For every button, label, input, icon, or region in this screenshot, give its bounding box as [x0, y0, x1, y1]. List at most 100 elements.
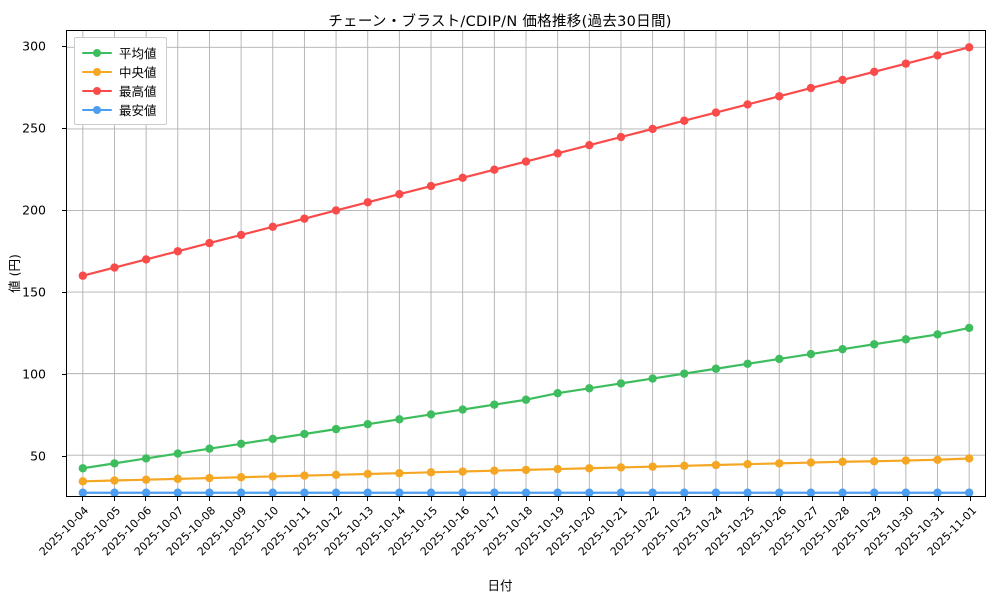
series-marker [711, 488, 721, 496]
series-marker [933, 455, 942, 464]
x-tick-mark [684, 497, 686, 501]
series-marker [743, 100, 752, 109]
series-marker [395, 189, 404, 199]
series-marker [806, 83, 816, 93]
x-tick-mark [430, 497, 432, 501]
series-marker [458, 173, 467, 183]
series-marker [458, 405, 467, 414]
x-tick-mark [81, 497, 83, 501]
series-marker [395, 468, 404, 478]
series-marker [141, 255, 151, 264]
series-marker [141, 475, 151, 484]
series-marker [743, 460, 752, 469]
series-marker [648, 124, 657, 134]
y-tick-label: 250 [22, 120, 46, 136]
series-marker [870, 340, 879, 349]
series-marker [268, 472, 277, 481]
x-tick-mark [748, 497, 750, 501]
series-marker [616, 132, 626, 142]
legend-item-2[interactable]: 最高値 [82, 81, 157, 100]
series-marker [110, 488, 119, 496]
series-marker [363, 198, 372, 207]
series-marker [680, 116, 689, 125]
series-marker [838, 457, 847, 466]
legend-marker-icon [82, 47, 112, 59]
series-marker [268, 488, 277, 496]
series-marker [363, 469, 372, 479]
series-marker [173, 449, 182, 458]
series-marker [300, 429, 309, 439]
x-tick-mark [208, 497, 210, 501]
series-marker [870, 457, 879, 466]
series-marker [490, 400, 499, 409]
x-tick-mark [145, 497, 147, 501]
series-marker [585, 488, 594, 496]
series-marker [426, 488, 436, 496]
series-marker [616, 488, 626, 496]
series-marker [838, 344, 847, 354]
series-marker [236, 473, 246, 482]
series-marker [141, 454, 151, 463]
legend-label: 中央値 [119, 65, 157, 80]
series-marker [775, 92, 784, 101]
x-tick-mark [874, 497, 876, 501]
x-tick-mark [335, 497, 337, 501]
series-marker [268, 222, 277, 231]
y-tick-mark [62, 210, 66, 212]
series-marker [553, 389, 562, 398]
plot-area [66, 30, 986, 497]
series-marker [553, 464, 562, 474]
series-marker [173, 247, 182, 256]
series-marker [236, 230, 246, 240]
series-marker [680, 461, 689, 471]
series-marker [964, 454, 974, 463]
y-tick-label: 50 [30, 448, 46, 464]
series-marker [680, 488, 689, 496]
series-marker [331, 424, 341, 434]
series-marker [395, 488, 404, 496]
series-marker [964, 43, 974, 52]
y-tick-mark [62, 128, 66, 130]
series-marker [331, 470, 341, 479]
series-marker [933, 330, 942, 339]
x-tick-mark [843, 497, 845, 501]
series-marker [78, 271, 88, 280]
x-tick-mark [716, 497, 718, 501]
series-marker [110, 476, 119, 485]
x-tick-mark [113, 497, 115, 501]
y-tick-label: 100 [22, 366, 46, 382]
y-tick-mark [62, 46, 66, 48]
series-marker [205, 473, 214, 483]
series-marker [490, 466, 499, 475]
legend-marker-icon [82, 66, 112, 78]
series-marker [490, 165, 499, 174]
legend-item-1[interactable]: 中央値 [82, 62, 157, 81]
series-marker [300, 488, 309, 496]
series-marker [711, 460, 721, 470]
x-tick-mark [177, 497, 179, 501]
series-marker [901, 456, 911, 465]
series-marker [236, 488, 246, 496]
series-marker [870, 67, 879, 76]
series-marker [521, 465, 531, 475]
x-tick-mark [557, 497, 559, 501]
series-marker [553, 149, 562, 158]
legend-item-0[interactable]: 平均値 [82, 43, 157, 62]
series-marker [838, 75, 847, 85]
series-marker [806, 458, 816, 467]
series-marker [173, 488, 182, 496]
series-marker [395, 415, 404, 424]
series-marker [933, 51, 942, 60]
series-marker [680, 369, 689, 378]
x-tick-mark [779, 497, 781, 501]
legend-item-3[interactable]: 最安値 [82, 100, 157, 119]
series-marker [838, 488, 847, 496]
series-marker [901, 335, 911, 344]
series-marker [110, 459, 119, 468]
y-tick-label: 150 [22, 284, 46, 300]
series-marker [236, 439, 246, 448]
x-tick-mark [272, 497, 274, 501]
series-marker [363, 488, 372, 496]
x-tick-mark [494, 497, 496, 501]
series-marker [141, 488, 151, 496]
